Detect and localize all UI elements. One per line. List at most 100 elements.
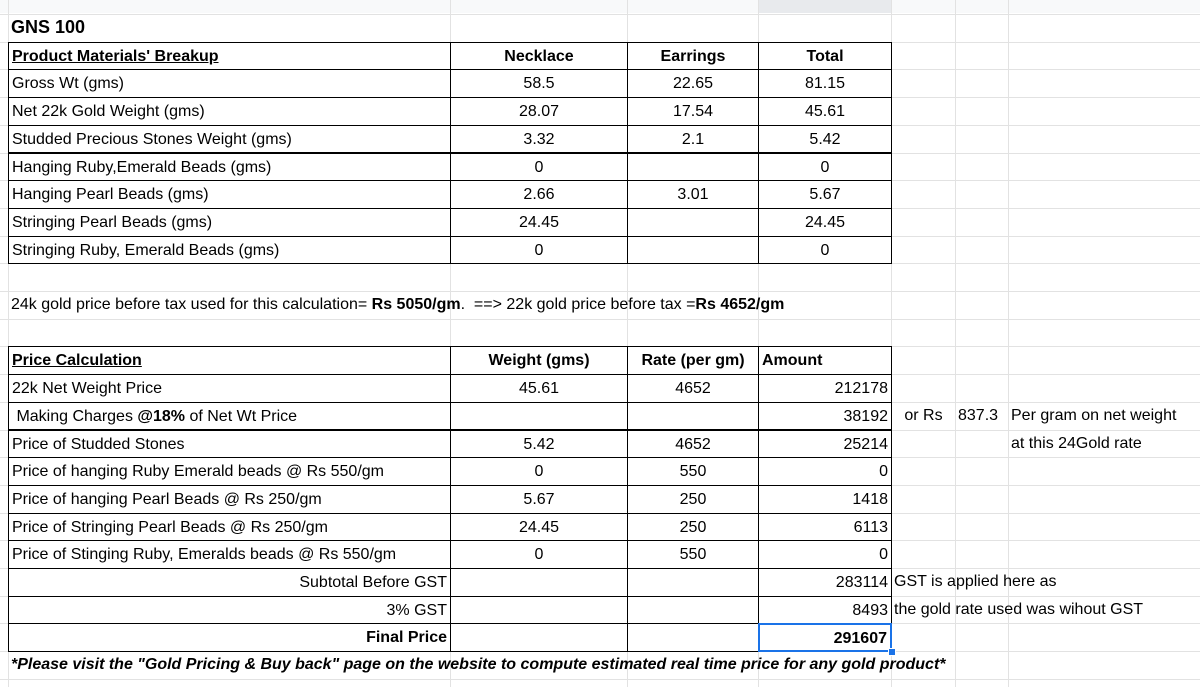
value-cell: 0 [758,152,892,182]
header-cell: Earrings [627,41,759,71]
column-header-strip [0,0,1200,13]
label-cell: Price of Studded Stones [8,429,451,459]
empty-cell [627,568,759,597]
total-label: Final Price [8,623,451,653]
empty-cell [450,595,628,625]
value-cell: 212178 [758,374,892,403]
value-cell: 0 [758,457,892,486]
value-cell: 0 [450,540,628,569]
value-cell: 550 [627,540,759,569]
value-cell: 58.5 [450,69,628,99]
empty-cell [450,623,628,653]
value-cell: 550 [627,457,759,486]
empty-cell [627,595,759,625]
label-cell: Studded Precious Stones Weight (gms) [8,124,451,154]
header-cell: Rate (per gm) [627,346,759,376]
value-cell: 2.1 [627,124,759,154]
value-cell: 4652 [627,374,759,403]
grid-line [0,678,1200,680]
empty-cell [627,623,759,653]
value-cell [627,235,759,265]
text-run: Rs 5050/gm [371,296,461,313]
value-cell: 0 [450,152,628,182]
side-note: at this 24Gold rate [1011,434,1142,452]
header-cell: Weight (gms) [450,346,628,376]
header-cell: Amount [758,346,892,376]
label-cell: 22k Net Weight Price [8,374,451,403]
value-cell: 5.42 [758,124,892,154]
label-cell: Stringing Ruby, Emerald Beads (gms) [8,235,451,265]
grid-line [0,291,1200,292]
side-note: or Rs [904,406,943,424]
value-cell: 5.67 [758,180,892,209]
total-label: Subtotal Before GST [8,568,451,597]
value-cell: 0 [758,540,892,569]
value-cell: 28.07 [450,97,628,126]
label-cell: Price of Stinging Ruby, Emeralds beads @… [8,540,451,569]
text-run: 24k gold price before tax used for this … [11,296,372,313]
value-cell: 0 [450,235,628,265]
text-run: @18% [137,407,186,425]
side-note: GST is applied here as [894,573,1057,590]
header-cell: Price Calculation [8,346,451,376]
grid-line [758,0,759,687]
value-cell: 5.42 [450,429,628,459]
label-cell: Price of Stringing Pearl Beads @ Rs 250/… [8,512,451,542]
label-cell: Hanging Pearl Beads (gms) [8,180,451,209]
grid-line [0,14,1200,15]
value-cell: 17.54 [627,97,759,126]
label-cell: Hanging Ruby,Emerald Beads (gms) [8,152,451,182]
value-cell [627,207,759,237]
value-cell: 250 [627,512,759,542]
header-cell: Total [758,41,892,71]
side-note: Per gram on net weight [1011,406,1177,424]
sheet-title: GNS 100 [11,17,86,37]
total-label: 3% GST [8,595,451,625]
value-cell: 3.01 [627,180,759,209]
label-cell: Gross Wt (gms) [8,69,451,99]
value-cell: 4652 [627,429,759,459]
label-cell: Price of hanging Ruby Emerald beads @ Rs… [8,457,451,486]
selected-column-header [758,0,891,13]
value-cell: 22.65 [627,69,759,99]
value-cell: 5.67 [450,484,628,514]
value-cell: 2.66 [450,180,628,209]
label-cell: Price of hanging Pearl Beads @ Rs 250/gm [8,484,451,514]
total-amount: 291607 [758,623,892,653]
value-cell: 25214 [758,429,892,459]
value-cell [450,401,628,431]
header-cell: Product Materials' Breakup [8,41,451,71]
value-cell: 6113 [758,512,892,542]
value-cell: 0 [450,457,628,486]
text-run: . ==> 22k gold price before tax = [460,296,696,313]
grid-line [955,0,956,687]
total-amount: 8493 [758,595,892,625]
value-cell: 45.61 [450,374,628,403]
value-cell [627,401,759,431]
text-run: Making Charges [12,407,138,425]
value-cell: 24.45 [450,207,628,237]
grid-line [891,0,892,687]
selection-handle [888,648,896,657]
value-cell: 24.45 [758,207,892,237]
label-cell: Making Charges @18% of Net Wt Price [8,401,451,431]
empty-cell [450,568,628,597]
value-cell: 250 [627,484,759,514]
total-amount: 283114 [758,568,892,597]
label-cell: Net 22k Gold Weight (gms) [8,97,451,126]
value-cell: 0 [758,235,892,265]
label-cell: Stringing Pearl Beads (gms) [8,207,451,237]
value-cell: 81.15 [758,69,892,99]
value-cell: 38192 [758,401,892,431]
value-cell [627,152,759,182]
value-cell: 24.45 [450,512,628,542]
value-cell: 45.61 [758,97,892,126]
footnote: *Please visit the "Gold Pricing & Buy ba… [11,656,946,674]
side-note: the gold rate used was wihout GST [894,600,1144,618]
text-run: Rs 4652/gm [695,296,785,313]
value-cell: 1418 [758,484,892,514]
grid-line [1008,0,1009,687]
value-cell: 3.32 [450,124,628,154]
grid-line [8,0,9,687]
